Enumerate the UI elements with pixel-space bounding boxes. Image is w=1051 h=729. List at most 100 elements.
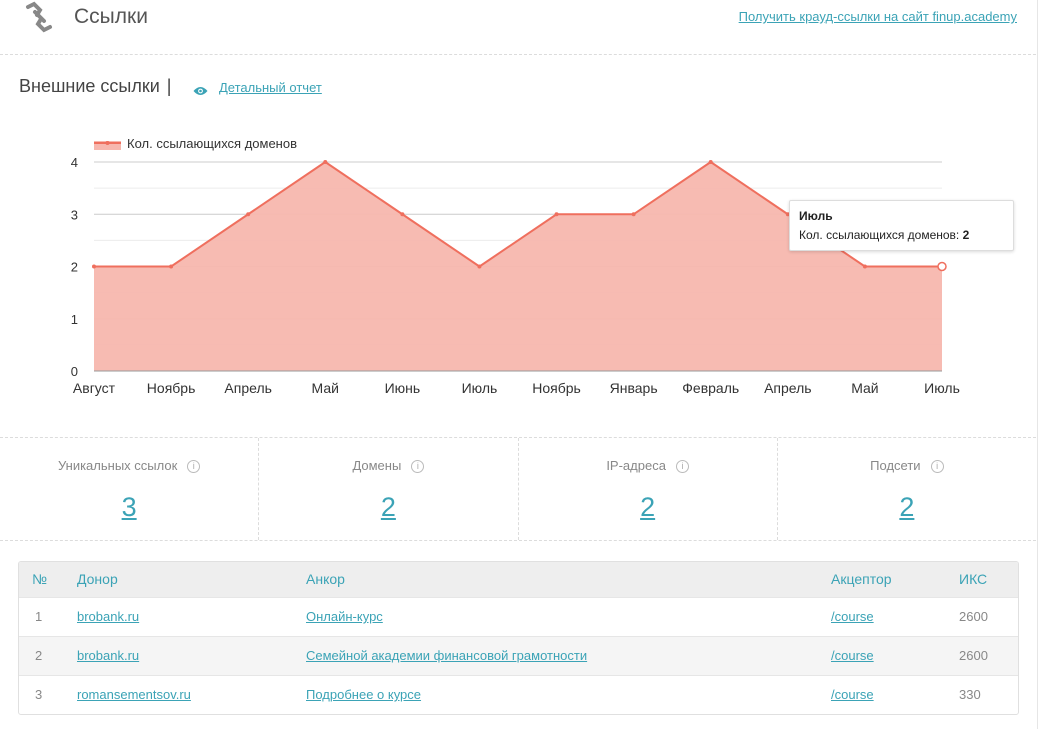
crowd-links-link[interactable]: Получить крауд-ссылки на сайт finup.acad… [738,9,1017,24]
anchor-link[interactable]: Семейной академии финансовой грамотности [306,648,588,663]
info-icon[interactable]: i [411,460,425,473]
col-header-num: № [32,571,48,588]
title-separator: | [166,76,172,96]
stat-value-subnets[interactable]: 2 [899,492,915,522]
data-point [631,212,636,217]
col-header-iks[interactable]: ИКС [959,571,988,588]
info-icon[interactable]: i [675,460,689,473]
table-row: 3 romansementsov.ru Подробнее о курсе /c… [19,675,1018,714]
stat-label: Уникальных ссылок i [0,458,258,473]
stat-label-text: IP-адреса [606,458,666,473]
x-tick-label: Ноябрь [147,380,196,396]
cell-num: 2 [35,648,43,663]
y-tick-label: 0 [71,364,78,379]
legend-label: Кол. ссылающихся доменов [127,136,297,151]
tooltip-body: Кол. ссылающихся доменов: 2 [799,228,1004,242]
stat-unique-links: Уникальных ссылок i 3 [0,438,260,540]
y-tick-label: 3 [71,207,78,222]
chart-tooltip: Июль Кол. ссылающихся доменов: 2 [789,200,1014,251]
table-row: 1 brobank.ru Онлайн-курс /course 2600 [19,597,1018,636]
y-tick-label: 4 [71,155,78,170]
acceptor-link[interactable]: /course [831,687,874,703]
x-tick-label: Апрель [764,380,812,396]
y-tick-label: 2 [71,260,78,275]
cell-num: 1 [35,609,43,624]
section-title: Внешние ссылки | [19,76,171,97]
cell-acceptor: /course [821,636,949,675]
col-header-anchor[interactable]: Анкор [306,571,345,588]
x-tick-label: Ноябрь [532,380,581,396]
tooltip-label: Кол. ссылающихся доменов: [799,228,963,242]
chart-area-layer [94,160,942,372]
stat-label: Домены i [259,458,517,473]
table-row: 2 brobank.ru Семейной академии финансово… [19,636,1018,675]
series-area [94,162,942,371]
table-body: 1 brobank.ru Онлайн-курс /course 2600 2 … [19,597,1018,714]
page-title: Ссылки [74,5,148,28]
links-table: № Донор Анкор Акцептор ИКС 1 brobank.ru … [19,562,1018,714]
acceptor-link[interactable]: /course [831,609,874,624]
stat-label-text: Подсети [870,458,921,473]
legend-swatch [94,141,121,150]
data-point [92,264,96,269]
stat-label-text: Домены [352,458,402,473]
data-point [246,212,251,217]
x-tick-label: Май [851,380,878,396]
cell-donor: romansementsov.ru [67,675,296,714]
stat-domains: Домены i 2 [259,438,519,540]
stat-value-ip-addresses[interactable]: 2 [640,492,656,522]
anchor-link[interactable]: Онлайн-курс [306,609,383,624]
page-header: Ссылки Получить крауд-ссылки на сайт fin… [0,0,1036,55]
info-icon[interactable]: i [930,460,944,473]
detail-report-link[interactable]: Детальный отчет [219,80,322,95]
stat-ip-addresses: IP-адреса i 2 [519,438,778,540]
x-axis-labels: Август Ноябрь Апрель Май Июнь Июль Ноябрь Январ… [73,380,960,396]
link-icon [22,0,56,39]
stat-label-text: Уникальных ссылок [57,458,178,473]
info-icon[interactable]: i [187,460,201,473]
cell-donor: brobank.ru [67,636,296,675]
data-point [323,160,328,164]
legend-marker [105,141,110,145]
col-header-donor[interactable]: Донор [77,571,118,588]
data-point [708,160,713,164]
x-tick-label: Январь [610,380,658,396]
stats-panel: Уникальных ссылок i 3 Домены i 2 IP-адреса… [0,437,1036,541]
x-tick-label: Июнь [385,380,421,396]
acceptor-link[interactable]: /course [831,648,874,663]
donor-link[interactable]: romansementsov.ru [77,687,191,703]
cell-anchor: Подробнее о курсе [296,675,821,714]
chart-points [92,160,947,272]
data-point-hover [937,261,947,272]
eye-icon[interactable] [193,83,208,101]
x-tick-label: Апрель [224,380,272,396]
stat-label: IP-адреса i [519,458,777,473]
stat-value-domains[interactable]: 2 [380,492,396,522]
tooltip-title: Июль [799,209,833,223]
x-tick-label: Август [73,380,116,396]
table-header-row: № Донор Анкор Акцептор ИКС [19,562,1018,597]
x-tick-label: Июль [462,380,498,396]
section-title-text: Внешние ссылки [19,76,160,96]
cell-anchor: Онлайн-курс [296,597,821,636]
x-tick-label: Май [312,380,339,396]
cell-acceptor: /course [821,675,949,714]
anchor-link[interactable]: Подробнее о курсе [306,687,422,703]
cell-iks: 2600 [959,648,988,663]
donor-link[interactable]: brobank.ru [77,609,140,624]
data-point [554,212,559,217]
data-point [862,264,867,269]
links-table-wrapper: № Донор Анкор Акцептор ИКС 1 brobank.ru … [18,561,1019,715]
data-point [785,212,790,217]
x-tick-label: Февраль [682,380,739,396]
cell-iks: 2600 [959,609,988,624]
stat-subnets: Подсети i 2 [778,438,1036,540]
data-point [400,212,405,217]
chart-legend: Кол. ссылающихся доменов [94,136,297,151]
donor-link[interactable]: brobank.ru [77,648,140,663]
tooltip-value: 2 [962,228,970,242]
cell-num: 3 [35,687,43,703]
stat-value-unique-links[interactable]: 3 [121,492,137,522]
cell-anchor: Семейной академии финансовой грамотности [296,636,821,675]
col-header-acceptor[interactable]: Акцептор [831,571,892,588]
